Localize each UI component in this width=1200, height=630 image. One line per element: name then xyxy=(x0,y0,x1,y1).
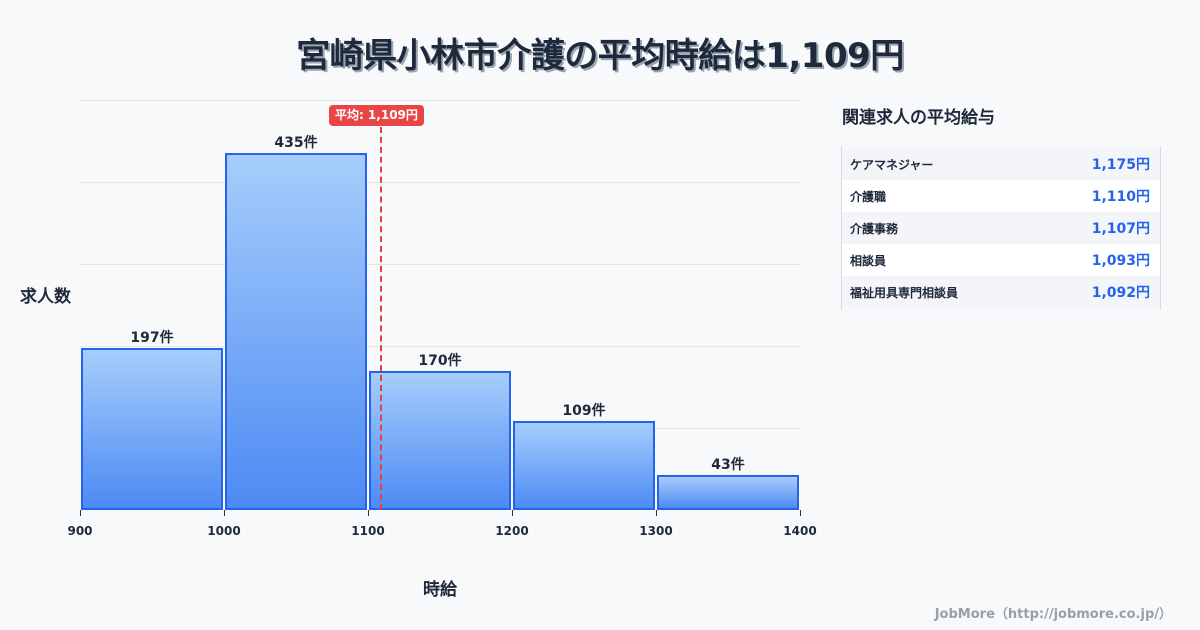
related-salary-table: ケアマネジャー 1,175円 介護職 1,110円 介護事務 1,107円 相談… xyxy=(841,146,1161,310)
job-name: ケアマネジャー xyxy=(850,157,934,172)
histogram-bar xyxy=(81,348,223,510)
gridline xyxy=(80,100,800,101)
gridline xyxy=(80,182,800,183)
table-row: 介護事務 1,107円 xyxy=(842,212,1160,244)
footer-credit: JobMore（http://jobmore.co.jp/） xyxy=(934,607,1172,622)
y-axis-label: 求人数 xyxy=(20,287,71,307)
job-name: 相談員 xyxy=(850,253,887,268)
x-axis-tick-label: 1300 xyxy=(639,524,673,538)
x-axis-tick-label: 1400 xyxy=(783,524,817,538)
gridline xyxy=(80,264,800,265)
job-salary: 1,175円 xyxy=(1091,157,1150,173)
x-axis-tick xyxy=(800,510,801,516)
gridline xyxy=(80,346,800,347)
bar-value-label: 43件 xyxy=(711,456,745,473)
job-name: 介護職 xyxy=(850,189,887,204)
bar-value-label: 197件 xyxy=(130,330,174,347)
x-axis-tick-label: 1100 xyxy=(351,524,385,538)
average-line xyxy=(379,127,382,510)
x-axis-tick-label: 1200 xyxy=(495,524,529,538)
x-axis-label: 時給 xyxy=(423,580,457,600)
table-row: 介護職 1,110円 xyxy=(842,180,1160,212)
job-name: 福祉用具専門相談員 xyxy=(850,285,959,300)
histogram-chart: 197件 435件 170件 109件 43件 900 1000 1100 1200 1300 14… xyxy=(20,100,817,600)
related-salary-title: 関連求人の平均給与 xyxy=(842,108,995,128)
average-badge: 平均: 1,109円 xyxy=(328,105,424,126)
job-salary: 1,092円 xyxy=(1091,285,1150,301)
histogram-bar xyxy=(369,370,511,510)
histogram-bar xyxy=(513,420,655,510)
table-row: 福祉用具専門相談員 1,092円 xyxy=(842,276,1160,308)
histogram-bar xyxy=(225,153,367,510)
histogram-bar xyxy=(657,474,799,510)
x-axis-tick-label: 1000 xyxy=(207,524,241,538)
bar-value-label: 170件 xyxy=(418,352,462,369)
x-axis-tick xyxy=(656,510,657,516)
job-salary: 1,110円 xyxy=(1091,189,1150,205)
page-title: 宮崎県小林市介護の平均時給は1,109円 xyxy=(296,36,904,76)
x-axis-tick xyxy=(80,510,81,516)
job-name: 介護事務 xyxy=(850,221,899,236)
x-axis-tick xyxy=(224,510,225,516)
bar-value-label: 109件 xyxy=(562,402,606,419)
x-axis-tick-label: 900 xyxy=(67,524,93,538)
table-row: 相談員 1,093円 xyxy=(842,244,1160,276)
x-axis-tick xyxy=(368,510,369,516)
x-axis-tick xyxy=(512,510,513,516)
bar-value-label: 435件 xyxy=(274,135,318,152)
job-salary: 1,093円 xyxy=(1091,253,1150,269)
table-row: ケアマネジャー 1,175円 xyxy=(842,148,1160,180)
job-salary: 1,107円 xyxy=(1091,221,1150,237)
